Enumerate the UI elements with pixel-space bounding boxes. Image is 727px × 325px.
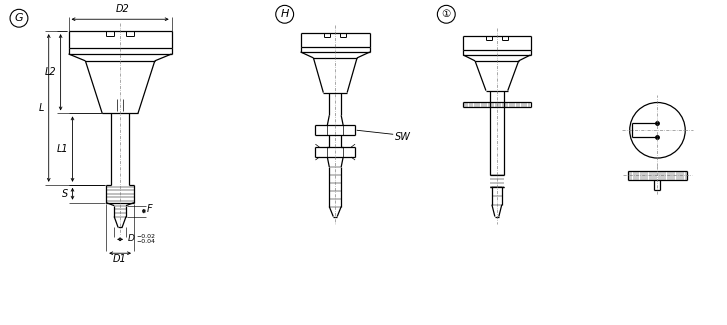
Text: D2: D2 xyxy=(116,4,130,14)
Text: ①: ① xyxy=(442,9,451,19)
Text: −0.02: −0.02 xyxy=(136,234,155,239)
Text: D1: D1 xyxy=(113,254,127,264)
Text: SW: SW xyxy=(395,132,411,142)
Text: G: G xyxy=(15,13,23,23)
Text: H: H xyxy=(281,9,289,19)
Text: −0.04: −0.04 xyxy=(136,239,155,244)
Text: L: L xyxy=(39,103,44,113)
Text: L2: L2 xyxy=(45,67,57,77)
Text: D: D xyxy=(128,234,135,243)
Text: F: F xyxy=(147,204,153,214)
Text: S: S xyxy=(63,189,68,199)
Text: L1: L1 xyxy=(57,144,68,154)
